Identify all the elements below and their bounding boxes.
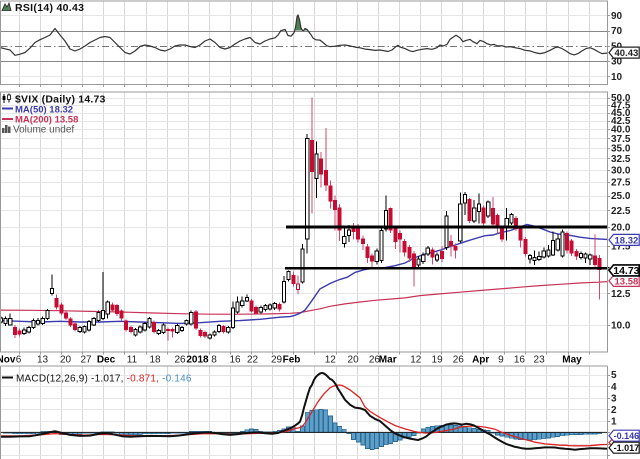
svg-text:50.0: 50.0 <box>611 93 631 104</box>
svg-text:47.5: 47.5 <box>611 100 631 111</box>
svg-text:13.58: 13.58 <box>615 276 639 287</box>
svg-text:Feb: Feb <box>283 355 301 366</box>
svg-text:29: 29 <box>271 355 283 366</box>
svg-text:2018: 2018 <box>186 355 209 366</box>
svg-text:2: 2 <box>611 405 617 416</box>
svg-text:18: 18 <box>149 355 161 366</box>
svg-text:9: 9 <box>498 355 504 366</box>
svg-text:1: 1 <box>611 416 617 427</box>
svg-text:22: 22 <box>247 355 259 366</box>
svg-text:11: 11 <box>127 355 138 366</box>
svg-text:12: 12 <box>325 355 337 366</box>
svg-text:26: 26 <box>369 355 381 366</box>
svg-text:45.0: 45.0 <box>611 108 631 119</box>
svg-text:42.5: 42.5 <box>611 116 631 127</box>
svg-text:Apr: Apr <box>472 355 489 366</box>
svg-text:-0.146: -0.146 <box>614 431 640 441</box>
svg-text:23: 23 <box>534 355 546 366</box>
svg-text:20.0: 20.0 <box>611 223 631 234</box>
svg-text:32.5: 32.5 <box>611 154 631 165</box>
svg-text:MACD(12,26,9) -1.017, -0.871,: MACD(12,26,9) -1.017, -0.871, -0.146 <box>16 373 192 384</box>
svg-text:40.43: 40.43 <box>615 48 639 59</box>
svg-text:90: 90 <box>611 11 623 22</box>
svg-text:10: 10 <box>611 72 623 83</box>
svg-text:26: 26 <box>453 355 465 366</box>
svg-text:20: 20 <box>348 355 360 366</box>
svg-text:70: 70 <box>611 26 623 37</box>
svg-text:16: 16 <box>229 355 241 366</box>
svg-text:30: 30 <box>611 57 623 68</box>
svg-text:May: May <box>562 355 582 366</box>
svg-text:MA(200) 13.58: MA(200) 13.58 <box>15 115 78 126</box>
svg-text:4: 4 <box>611 382 617 393</box>
svg-text:26: 26 <box>174 355 186 366</box>
svg-text:RSI(14) 40.43: RSI(14) 40.43 <box>15 2 84 14</box>
svg-text:22.5: 22.5 <box>611 206 631 217</box>
svg-text:6: 6 <box>16 355 22 366</box>
svg-text:30.0: 30.0 <box>611 165 631 176</box>
svg-text:$VIX (Daily) 14.73: $VIX (Daily) 14.73 <box>15 93 106 105</box>
svg-text:16: 16 <box>514 355 526 366</box>
svg-text:40.0: 40.0 <box>611 125 631 136</box>
svg-text:14.73: 14.73 <box>613 265 639 277</box>
svg-text:25.0: 25.0 <box>611 191 631 202</box>
svg-text:37.5: 37.5 <box>611 134 631 145</box>
svg-text:Dec: Dec <box>97 355 116 366</box>
svg-text:17.5: 17.5 <box>611 241 631 252</box>
svg-text:35.0: 35.0 <box>611 144 631 155</box>
svg-text:19: 19 <box>432 355 444 366</box>
svg-text:10.0: 10.0 <box>611 320 631 331</box>
svg-text:Mar: Mar <box>379 355 397 366</box>
svg-text:12.5: 12.5 <box>611 289 631 300</box>
svg-text:20: 20 <box>60 355 72 366</box>
svg-text:27: 27 <box>80 355 92 366</box>
svg-text:-1.017: -1.017 <box>614 443 640 453</box>
svg-text:MA(50) 18.32: MA(50) 18.32 <box>15 104 73 115</box>
svg-text:12: 12 <box>410 355 422 366</box>
svg-text:Volume undef: Volume undef <box>13 124 74 135</box>
svg-text:3: 3 <box>611 393 617 404</box>
svg-text:18.32: 18.32 <box>615 235 639 246</box>
svg-text:27.5: 27.5 <box>611 178 631 189</box>
svg-text:8: 8 <box>211 355 217 366</box>
svg-text:13: 13 <box>37 355 49 366</box>
svg-text:Nov: Nov <box>0 355 16 366</box>
svg-text:5: 5 <box>611 370 617 381</box>
